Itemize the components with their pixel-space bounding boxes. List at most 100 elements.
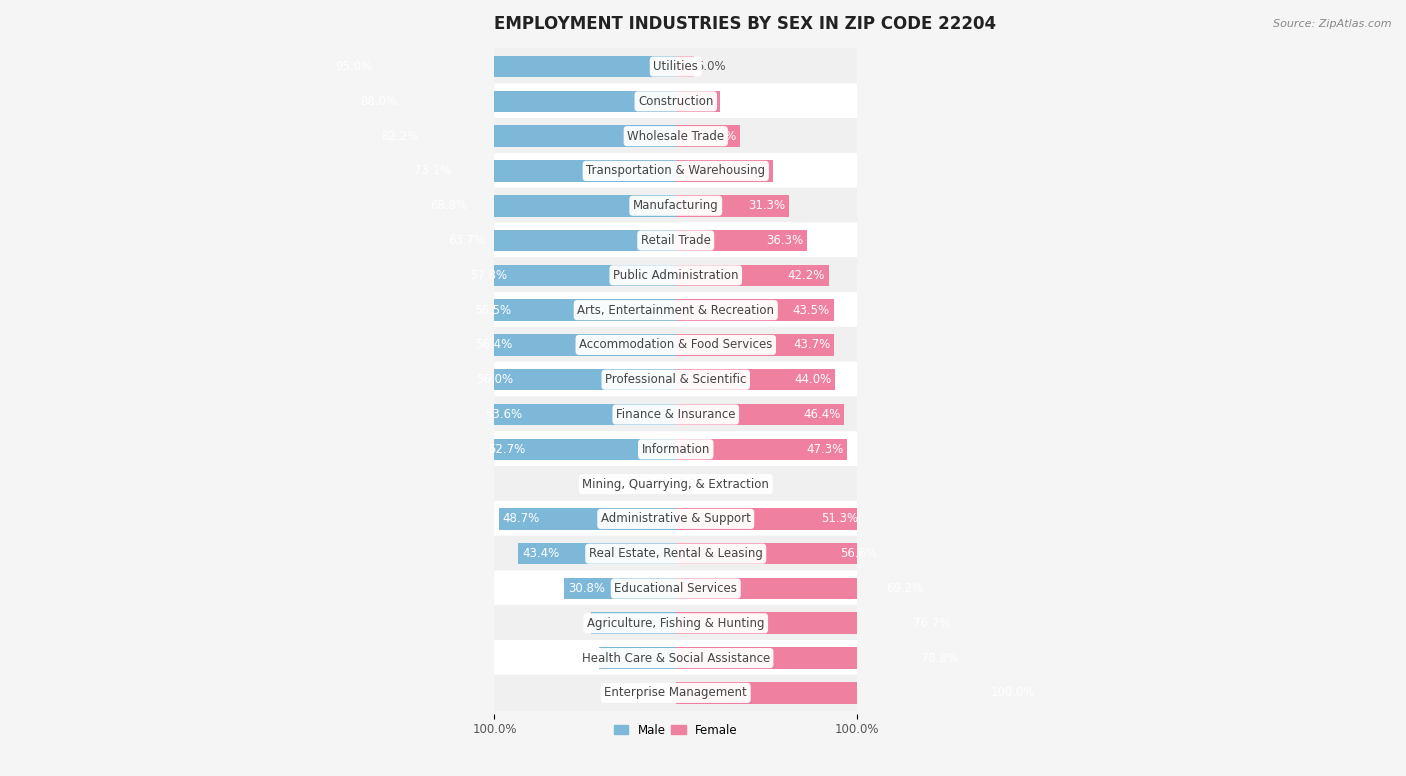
Text: 26.9%: 26.9% [733, 165, 769, 178]
Bar [481, 404, 676, 425]
Text: 69.2%: 69.2% [886, 582, 924, 595]
Text: 46.4%: 46.4% [803, 408, 841, 421]
Text: 48.7%: 48.7% [503, 512, 540, 525]
Text: 21.2%: 21.2% [603, 652, 640, 664]
Text: 23.3%: 23.3% [595, 617, 633, 630]
Text: 43.4%: 43.4% [522, 547, 560, 560]
FancyBboxPatch shape [495, 327, 858, 363]
Bar [676, 300, 834, 321]
Text: Mining, Quarrying, & Extraction: Mining, Quarrying, & Extraction [582, 477, 769, 490]
Bar [564, 577, 676, 599]
Bar [676, 126, 741, 147]
Bar [592, 612, 676, 634]
Text: 73.1%: 73.1% [415, 165, 451, 178]
Text: 57.8%: 57.8% [470, 268, 508, 282]
FancyBboxPatch shape [495, 153, 858, 189]
Text: 17.8%: 17.8% [699, 130, 737, 143]
Text: 36.3%: 36.3% [766, 234, 804, 247]
Bar [444, 230, 676, 251]
Text: 0.0%: 0.0% [644, 477, 673, 490]
Bar [357, 91, 676, 112]
Bar [676, 160, 773, 182]
Bar [471, 300, 676, 321]
Text: 0.0%: 0.0% [678, 477, 707, 490]
Text: 12.1%: 12.1% [679, 95, 716, 108]
FancyBboxPatch shape [495, 466, 858, 502]
Bar [378, 126, 676, 147]
FancyBboxPatch shape [495, 535, 858, 572]
Text: 56.0%: 56.0% [477, 373, 513, 386]
Text: 31.3%: 31.3% [748, 199, 786, 212]
Text: Professional & Scientific: Professional & Scientific [605, 373, 747, 386]
Bar [676, 265, 828, 286]
Text: 51.3%: 51.3% [821, 512, 858, 525]
FancyBboxPatch shape [495, 640, 858, 676]
Text: 56.5%: 56.5% [474, 303, 512, 317]
Text: Manufacturing: Manufacturing [633, 199, 718, 212]
FancyBboxPatch shape [495, 118, 858, 154]
Bar [411, 160, 676, 182]
Text: Real Estate, Rental & Leasing: Real Estate, Rental & Leasing [589, 547, 762, 560]
Text: Source: ZipAtlas.com: Source: ZipAtlas.com [1274, 19, 1392, 29]
Bar [676, 334, 834, 355]
FancyBboxPatch shape [495, 257, 858, 293]
Text: Accommodation & Food Services: Accommodation & Food Services [579, 338, 772, 352]
Text: Utilities: Utilities [654, 60, 699, 73]
Text: 30.8%: 30.8% [568, 582, 605, 595]
Text: 88.0%: 88.0% [360, 95, 398, 108]
Text: 68.8%: 68.8% [430, 199, 467, 212]
Text: Finance & Insurance: Finance & Insurance [616, 408, 735, 421]
Bar [676, 91, 720, 112]
Legend: Male, Female: Male, Female [609, 719, 742, 741]
Text: Enterprise Management: Enterprise Management [605, 686, 747, 699]
Text: Public Administration: Public Administration [613, 268, 738, 282]
Text: Retail Trade: Retail Trade [641, 234, 710, 247]
FancyBboxPatch shape [495, 83, 858, 120]
Text: 47.3%: 47.3% [807, 443, 844, 456]
Bar [332, 56, 676, 78]
FancyBboxPatch shape [495, 362, 858, 398]
Bar [676, 682, 1039, 704]
Text: 52.7%: 52.7% [488, 443, 526, 456]
Bar [599, 647, 676, 669]
Bar [485, 438, 676, 460]
Text: Agriculture, Fishing & Hunting: Agriculture, Fishing & Hunting [588, 617, 765, 630]
Text: Educational Services: Educational Services [614, 582, 737, 595]
FancyBboxPatch shape [495, 188, 858, 223]
Text: 44.0%: 44.0% [794, 373, 832, 386]
Bar [676, 577, 927, 599]
Text: 56.6%: 56.6% [841, 547, 877, 560]
FancyBboxPatch shape [495, 605, 858, 642]
FancyBboxPatch shape [495, 501, 858, 537]
Bar [426, 195, 676, 217]
Bar [676, 438, 848, 460]
FancyBboxPatch shape [495, 292, 858, 328]
FancyBboxPatch shape [495, 570, 858, 607]
Text: 5.0%: 5.0% [696, 60, 725, 73]
Text: EMPLOYMENT INDUSTRIES BY SEX IN ZIP CODE 22204: EMPLOYMENT INDUSTRIES BY SEX IN ZIP CODE… [495, 15, 997, 33]
Text: 56.4%: 56.4% [475, 338, 512, 352]
Text: Health Care & Social Assistance: Health Care & Social Assistance [582, 652, 770, 664]
Text: Construction: Construction [638, 95, 713, 108]
Bar [471, 334, 676, 355]
Text: 76.7%: 76.7% [912, 617, 950, 630]
Text: 95.0%: 95.0% [335, 60, 373, 73]
Text: 43.5%: 43.5% [793, 303, 830, 317]
Text: 43.7%: 43.7% [793, 338, 831, 352]
Bar [467, 265, 676, 286]
Bar [676, 647, 962, 669]
Text: Arts, Entertainment & Recreation: Arts, Entertainment & Recreation [578, 303, 775, 317]
Bar [676, 56, 695, 78]
Text: Wholesale Trade: Wholesale Trade [627, 130, 724, 143]
Bar [676, 508, 862, 530]
Bar [472, 369, 676, 390]
Bar [676, 369, 835, 390]
Text: 63.7%: 63.7% [449, 234, 485, 247]
Text: 82.2%: 82.2% [381, 130, 419, 143]
Bar [676, 230, 807, 251]
Bar [676, 404, 844, 425]
Text: 100.0%: 100.0% [990, 686, 1035, 699]
Text: 42.2%: 42.2% [787, 268, 825, 282]
Text: Transportation & Warehousing: Transportation & Warehousing [586, 165, 765, 178]
Text: 0.0%: 0.0% [644, 686, 673, 699]
